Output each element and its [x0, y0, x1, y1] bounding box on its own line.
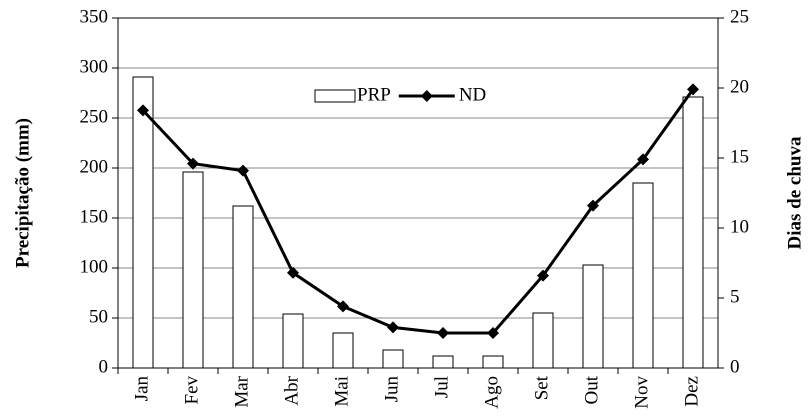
marker: [487, 327, 499, 339]
bar: [382, 349, 404, 369]
legend-label: ND: [459, 84, 486, 105]
marker: [387, 321, 399, 334]
marker: [287, 266, 299, 279]
marker: [637, 153, 649, 166]
x-tick-label: Nov: [631, 376, 652, 409]
legend-swatch: [314, 89, 356, 103]
legend-label: PRP: [357, 84, 391, 105]
marker: [537, 269, 549, 282]
y2-tick-label: 20: [730, 76, 749, 97]
y-tick-label: 50: [89, 306, 108, 327]
y2-tick-label: 15: [730, 146, 749, 167]
marker: [237, 164, 249, 177]
bar: [182, 171, 204, 369]
y-tick-label: 250: [80, 106, 109, 127]
bar: [332, 332, 354, 369]
bar: [532, 312, 554, 369]
x-tick-label: Jun: [381, 376, 402, 403]
x-tick-label: Ago: [481, 376, 502, 409]
y2-tick-label: 0: [730, 356, 740, 377]
marker: [137, 104, 149, 117]
x-tick-label: Set: [531, 375, 552, 400]
bar: [682, 96, 704, 369]
y2-tick-label: 25: [730, 6, 749, 27]
line: [141, 88, 695, 335]
marker: [687, 83, 699, 96]
x-tick-label: Jan: [131, 376, 152, 402]
bar: [132, 76, 154, 369]
bar: [632, 182, 654, 369]
marker: [437, 327, 449, 339]
y-tick-label: 150: [80, 206, 109, 227]
bar: [282, 313, 304, 369]
y-tick-label: 0: [99, 356, 109, 377]
y-tick-label: 200: [80, 156, 109, 177]
bar: [482, 355, 504, 369]
legend-marker: [420, 90, 433, 102]
marker: [587, 199, 599, 212]
x-tick-label: Jul: [431, 376, 452, 398]
y-tick-label: 300: [80, 56, 109, 77]
bar: [232, 205, 254, 369]
bar: [582, 264, 604, 369]
x-tick-label: Out: [581, 375, 602, 404]
x-tick-label: Abr: [281, 375, 302, 405]
y-axis-title: Precipitação (mm): [12, 118, 33, 268]
y2-tick-label: 5: [730, 286, 740, 307]
y-tick-label: 100: [80, 256, 109, 277]
marker: [337, 300, 349, 313]
x-tick-label: Dez: [681, 376, 702, 407]
y-tick-label: 350: [80, 6, 109, 27]
marker: [187, 157, 199, 170]
bar: [432, 355, 454, 369]
x-tick-label: Mai: [331, 376, 352, 407]
y2-axis-title: Dias de chuva: [784, 136, 805, 249]
x-tick-label: Mar: [231, 375, 252, 407]
y2-tick-label: 10: [730, 216, 749, 237]
x-tick-label: Fev: [181, 376, 202, 405]
plot-frame: [117, 17, 719, 369]
